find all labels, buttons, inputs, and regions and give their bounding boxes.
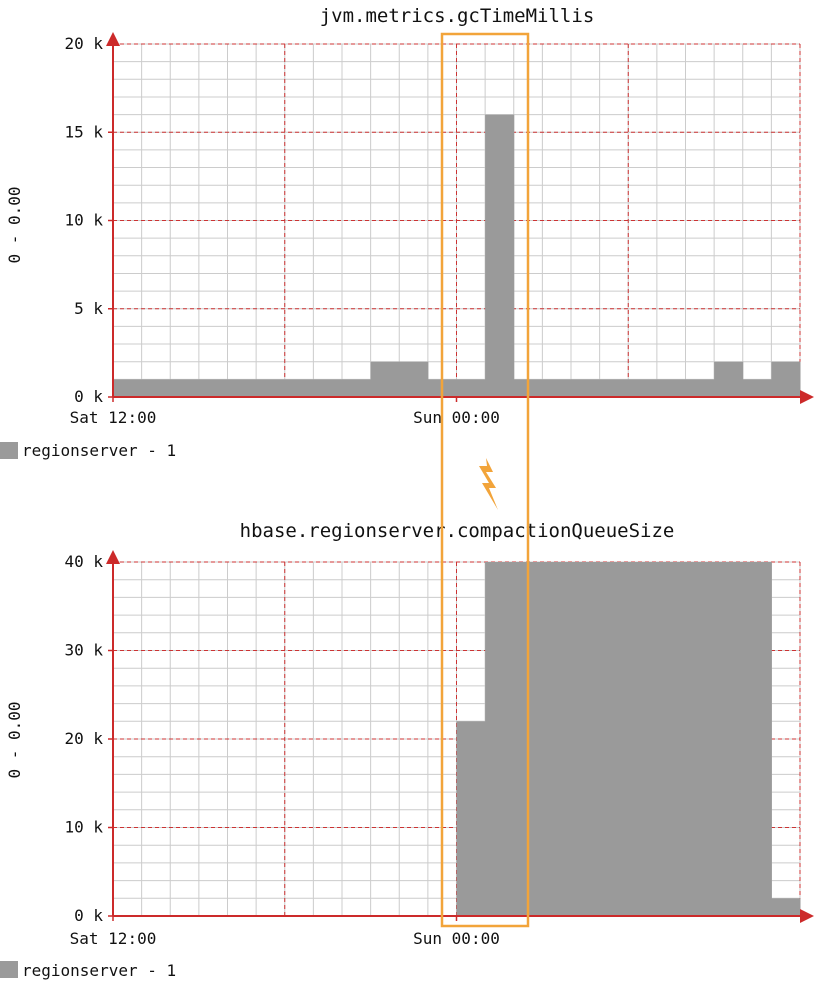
- bar: [571, 562, 601, 916]
- chart-title: jvm.metrics.gcTimeMillis: [320, 5, 595, 27]
- y-tick-label: 40 k: [64, 552, 103, 571]
- bar: [599, 379, 629, 397]
- y-axis-label: 0 - 0.00: [5, 701, 24, 778]
- legend-swatch: [0, 961, 18, 978]
- bar: [714, 562, 744, 916]
- bar: [198, 379, 228, 397]
- x-ticks: Sat 12:00 Sun 00:00: [70, 916, 500, 948]
- x-axis-arrow: [800, 909, 814, 923]
- y-ticks: 0 k 5 k 10 k 15 k 20 k: [64, 34, 113, 406]
- y-tick-label: 10 k: [64, 211, 103, 230]
- legend: regionserver - 1: [0, 961, 176, 980]
- bar: [628, 562, 658, 916]
- bar: [170, 379, 200, 397]
- y-tick-label: 0 k: [74, 906, 103, 925]
- bars: [456, 562, 801, 916]
- y-axis-arrow: [106, 550, 120, 564]
- legend-label: regionserver - 1: [22, 441, 176, 460]
- lightning-icon: [479, 458, 498, 510]
- highlight-box: [440, 32, 530, 928]
- bar: [656, 562, 686, 916]
- x-tick-label: Sun 00:00: [413, 929, 500, 948]
- y-ticks: 0 k 10 k 20 k 30 k 40 k: [64, 552, 113, 925]
- bar: [313, 379, 343, 397]
- y-tick-label: 20 k: [64, 34, 103, 53]
- x-ticks: Sat 12:00 Sun 00:00: [70, 397, 500, 427]
- axes: [106, 32, 814, 404]
- bar: [485, 562, 515, 916]
- bar: [685, 379, 715, 397]
- bar: [599, 562, 629, 916]
- bar: [227, 379, 257, 397]
- chart-title: hbase.regionserver.compactionQueueSize: [240, 520, 675, 542]
- x-tick-label: Sat 12:00: [70, 929, 157, 948]
- bar: [370, 361, 400, 397]
- bar: [113, 379, 143, 397]
- legend: regionserver - 1: [0, 441, 176, 460]
- bar: [542, 379, 572, 397]
- bar: [399, 361, 429, 397]
- bar: [456, 379, 486, 397]
- bars: [113, 114, 801, 397]
- y-axis-arrow: [106, 32, 120, 46]
- bar: [771, 361, 801, 397]
- axes: [106, 550, 814, 923]
- bar: [284, 379, 314, 397]
- compaction-queue-chart: hbase.regionserver.compactionQueueSize 0…: [0, 520, 814, 980]
- bar: [714, 361, 744, 397]
- bar: [485, 114, 515, 397]
- bar: [628, 379, 658, 397]
- x-tick-label: Sat 12:00: [70, 408, 157, 427]
- bar: [141, 379, 171, 397]
- bar: [456, 721, 486, 916]
- gc-time-chart: jvm.metrics.gcTimeMillis 0 - 0.00 0 k 5 k…: [0, 5, 814, 460]
- bar: [685, 562, 715, 916]
- x-axis-arrow: [800, 390, 814, 404]
- y-tick-label: 5 k: [74, 299, 103, 318]
- x-tick-label: Sun 00:00: [413, 408, 500, 427]
- bar: [571, 379, 601, 397]
- highlight-annotation: [440, 32, 530, 928]
- bar: [742, 562, 772, 916]
- y-tick-label: 10 k: [64, 818, 103, 837]
- y-tick-label: 0 k: [74, 387, 103, 406]
- legend-label: regionserver - 1: [22, 961, 176, 980]
- y-tick-label: 20 k: [64, 729, 103, 748]
- bar: [342, 379, 372, 397]
- y-tick-label: 30 k: [64, 641, 103, 660]
- legend-swatch: [0, 442, 18, 459]
- bar: [742, 379, 772, 397]
- bar: [256, 379, 286, 397]
- bar: [771, 898, 801, 916]
- bar: [542, 562, 572, 916]
- y-tick-label: 15 k: [64, 122, 103, 141]
- bar: [656, 379, 686, 397]
- y-axis-label: 0 - 0.00: [5, 186, 24, 263]
- grid: [113, 43, 801, 397]
